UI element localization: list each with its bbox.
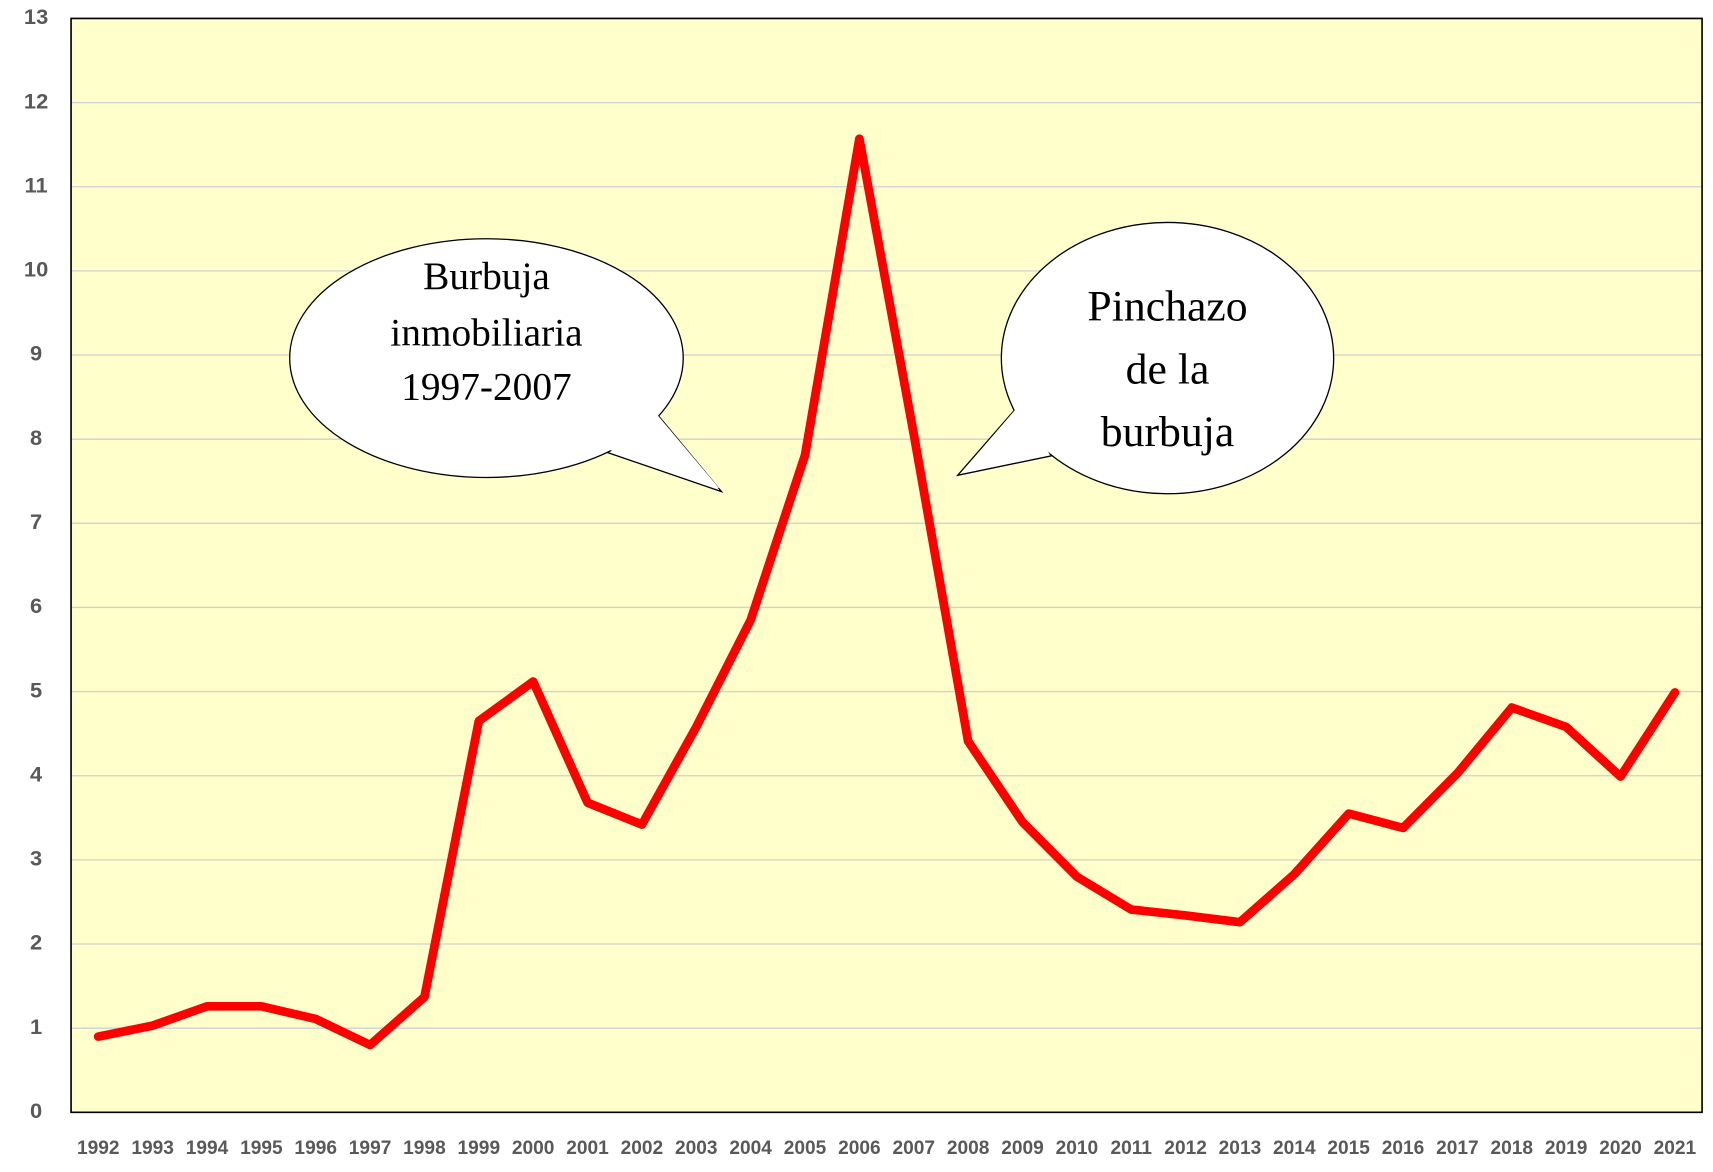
- y-tick-label: 1: [30, 1014, 42, 1039]
- x-tick-label: 2017: [1436, 1138, 1479, 1159]
- y-tick-label: 6: [30, 593, 42, 618]
- x-tick-label: 2009: [1001, 1138, 1044, 1159]
- y-tick-label: 12: [24, 88, 48, 113]
- x-tick-label: 1997: [349, 1138, 392, 1159]
- y-tick-label: 11: [25, 173, 48, 198]
- y-tick-label: 4: [30, 762, 42, 787]
- y-tick-label: 10: [24, 257, 48, 282]
- y-tick-label: 3: [30, 846, 42, 871]
- x-tick-label: 2020: [1599, 1138, 1642, 1159]
- x-tick-label: 2001: [566, 1138, 609, 1159]
- x-tick-label: 1999: [458, 1138, 501, 1159]
- y-tick-label: 2: [30, 930, 42, 955]
- x-tick-label: 2008: [947, 1138, 990, 1159]
- x-tick-label: 2014: [1273, 1138, 1316, 1159]
- y-tick-label: 8: [30, 425, 42, 450]
- annotation-text: Burbuja: [423, 255, 550, 298]
- callout: [955, 221, 1335, 495]
- x-tick-label: 2016: [1382, 1138, 1425, 1159]
- x-tick-label: 1993: [131, 1138, 174, 1159]
- x-tick-label: 1998: [403, 1138, 446, 1159]
- x-tick-label: 2000: [512, 1138, 555, 1159]
- annotation-text: inmobiliaria: [390, 311, 582, 354]
- x-tick-label: 2007: [892, 1138, 935, 1159]
- x-tick-label: 2004: [729, 1138, 772, 1159]
- annotation-text: Pinchazo: [1087, 282, 1247, 330]
- y-tick-label: 13: [24, 4, 48, 29]
- x-tick-label: 2021: [1654, 1138, 1697, 1159]
- plot-area: [71, 18, 1703, 1113]
- x-tick-label: 2015: [1327, 1138, 1370, 1159]
- x-tick-label: 2018: [1491, 1138, 1534, 1159]
- x-tick-label: 2013: [1219, 1138, 1262, 1159]
- y-tick-label: 7: [30, 509, 42, 534]
- plot-border: [70, 17, 1703, 1114]
- x-tick-label: 1994: [186, 1138, 229, 1159]
- x-tick-label: 1996: [294, 1138, 337, 1159]
- line: [93, 134, 1680, 1050]
- x-tick-label: 1995: [240, 1138, 283, 1159]
- x-tick-label: 2010: [1056, 1138, 1099, 1159]
- x-tick-label: 2011: [1110, 1138, 1152, 1159]
- callout: [289, 238, 724, 493]
- x-tick-label: 2002: [621, 1138, 664, 1159]
- annotation-text: de la: [1126, 345, 1210, 393]
- y-tick-label: 0: [30, 1098, 42, 1123]
- y-tick-label: 5: [30, 677, 42, 702]
- x-tick-label: 2012: [1164, 1138, 1207, 1159]
- annotation-text: 1997-2007: [401, 366, 571, 409]
- x-tick-label: 1992: [77, 1138, 120, 1159]
- annotation-text: burbuja: [1101, 408, 1235, 456]
- y-tick-label: 9: [30, 341, 42, 366]
- x-tick-label: 2019: [1545, 1138, 1588, 1159]
- x-tick-label: 2005: [784, 1138, 827, 1159]
- x-tick-label: 2006: [838, 1138, 881, 1159]
- x-tick-label: 2003: [675, 1138, 718, 1159]
